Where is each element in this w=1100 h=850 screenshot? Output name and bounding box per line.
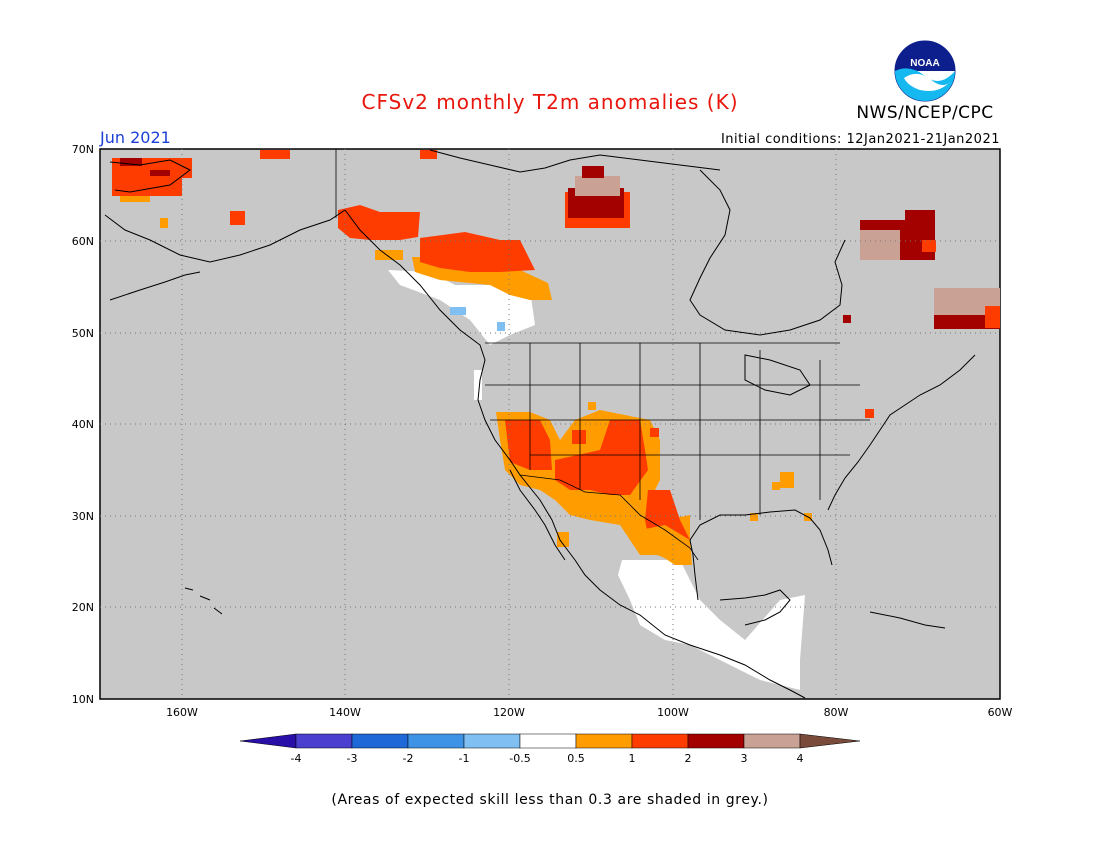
colorbar-arrow-left bbox=[239, 733, 297, 749]
colorbar-bin bbox=[687, 733, 745, 749]
lat-label: 30N bbox=[72, 510, 94, 523]
bc-weak-cold-1 bbox=[450, 307, 466, 315]
alaska-sw-light bbox=[160, 218, 168, 228]
colorbar-bin bbox=[519, 733, 577, 749]
borders bbox=[335, 149, 870, 561]
hawaii bbox=[184, 587, 223, 615]
colorbar-bin bbox=[295, 733, 353, 749]
lat-label: 20N bbox=[72, 601, 94, 614]
alaska-west-dark-1 bbox=[120, 158, 142, 166]
colorbar-arrow-right bbox=[799, 733, 861, 749]
colorbar-label: -2 bbox=[403, 752, 414, 765]
colorbar-label: 1 bbox=[629, 752, 636, 765]
alaska-west-dark-2 bbox=[150, 170, 170, 176]
great-lakes bbox=[744, 354, 811, 396]
sw-us-warm-2 bbox=[555, 420, 648, 495]
sw-dots-3 bbox=[650, 428, 659, 437]
chart-title: CFSv2 monthly T2m anomalies (K) bbox=[361, 90, 739, 114]
sw-dots-2 bbox=[572, 430, 586, 444]
noaa-logo: NOAA bbox=[894, 40, 956, 102]
newfoundland-2 bbox=[934, 315, 1000, 329]
lon-labels: 160W 140W 120W 100W 80W 60W bbox=[166, 706, 1012, 719]
florida-1 bbox=[780, 472, 794, 488]
gulf-coast bbox=[689, 509, 833, 601]
alaska-interior bbox=[230, 211, 245, 225]
mexico-near-normal bbox=[618, 560, 805, 690]
colorbar-label: 4 bbox=[797, 752, 804, 765]
logo-text: NOAA bbox=[910, 58, 939, 69]
us-mexico-border bbox=[519, 474, 699, 561]
texas-light bbox=[640, 525, 692, 565]
lon-label: 60W bbox=[988, 706, 1013, 719]
florida-3 bbox=[750, 513, 758, 521]
lat-label: 50N bbox=[72, 327, 94, 340]
quebec-2 bbox=[860, 230, 900, 260]
initial-conditions: Initial conditions: 12Jan2021-21Jan2021 bbox=[720, 132, 1000, 147]
alaska-panhandle-light bbox=[375, 250, 403, 260]
footnote: (Areas of expected skill less than 0.3 a… bbox=[331, 792, 769, 808]
alaska-coast bbox=[104, 159, 346, 263]
bc-weak-cold-2 bbox=[497, 322, 505, 331]
colorbar-label: 0.5 bbox=[567, 752, 585, 765]
colorbar-label: -1 bbox=[459, 752, 470, 765]
sw-dots-1 bbox=[588, 402, 596, 410]
colorbar-label: 3 bbox=[741, 752, 748, 765]
nunavut-4 bbox=[582, 166, 604, 178]
org-label: NWS/NCEP/CPC bbox=[856, 103, 994, 123]
colorbar-bin bbox=[463, 733, 521, 749]
caribbean-islands bbox=[869, 611, 946, 629]
us-state-lines bbox=[485, 343, 870, 520]
lon-label: 120W bbox=[493, 706, 525, 719]
anomaly-shading bbox=[112, 150, 1000, 690]
alaska-panhandle-warm bbox=[338, 205, 420, 240]
lat-label: 70N bbox=[72, 143, 94, 156]
sw-us-warm-1 bbox=[505, 420, 552, 470]
colorbar-bin bbox=[351, 733, 409, 749]
lon-label: 140W bbox=[329, 706, 361, 719]
arctic-coast bbox=[429, 149, 721, 173]
graticule bbox=[100, 149, 1000, 699]
pacific-nw-coast bbox=[344, 209, 806, 699]
alaska-north-1 bbox=[260, 150, 290, 159]
northeast-warm bbox=[865, 409, 874, 418]
colorbar-label: -0.5 bbox=[509, 752, 530, 765]
colorbar-bin bbox=[575, 733, 633, 749]
alaska-west-light bbox=[120, 196, 150, 202]
lat-label: 40N bbox=[72, 418, 94, 431]
colorbar-labels: -4 -3 -2 -1 -0.5 0.5 1 2 3 4 bbox=[291, 752, 804, 765]
coastlines bbox=[104, 149, 976, 699]
yucatan-coast bbox=[719, 589, 791, 626]
valid-month: Jun 2021 bbox=[100, 128, 171, 147]
nunavut-3 bbox=[575, 176, 620, 196]
florida-2 bbox=[772, 482, 780, 490]
aleutians-coast bbox=[109, 271, 201, 301]
alaska-north-2 bbox=[420, 150, 437, 159]
wa-coast-white bbox=[474, 370, 482, 400]
bc-warm-2 bbox=[420, 232, 535, 272]
lat-label: 10N bbox=[72, 693, 94, 706]
quebec-3 bbox=[905, 210, 935, 220]
colorbar-label: 2 bbox=[685, 752, 692, 765]
lon-label: 100W bbox=[657, 706, 689, 719]
colorbar-bin bbox=[743, 733, 801, 749]
hudson-spot bbox=[843, 315, 851, 323]
lat-labels: 70N 60N 50N 40N 30N 20N 10N bbox=[72, 143, 94, 706]
newfoundland-3 bbox=[985, 306, 1000, 328]
lon-label: 80W bbox=[824, 706, 849, 719]
lon-label: 160W bbox=[166, 706, 198, 719]
colorbar-label: -4 bbox=[291, 752, 302, 765]
lat-label: 60N bbox=[72, 235, 94, 248]
atlantic-coast bbox=[827, 354, 976, 511]
baja-light bbox=[557, 532, 569, 547]
colorbar-bin bbox=[407, 733, 465, 749]
colorbar-label: -3 bbox=[347, 752, 358, 765]
colorbar-bin bbox=[631, 733, 689, 749]
quebec-4 bbox=[922, 240, 936, 252]
hudson-bay-coast bbox=[689, 169, 846, 336]
baja-coast bbox=[509, 469, 566, 561]
